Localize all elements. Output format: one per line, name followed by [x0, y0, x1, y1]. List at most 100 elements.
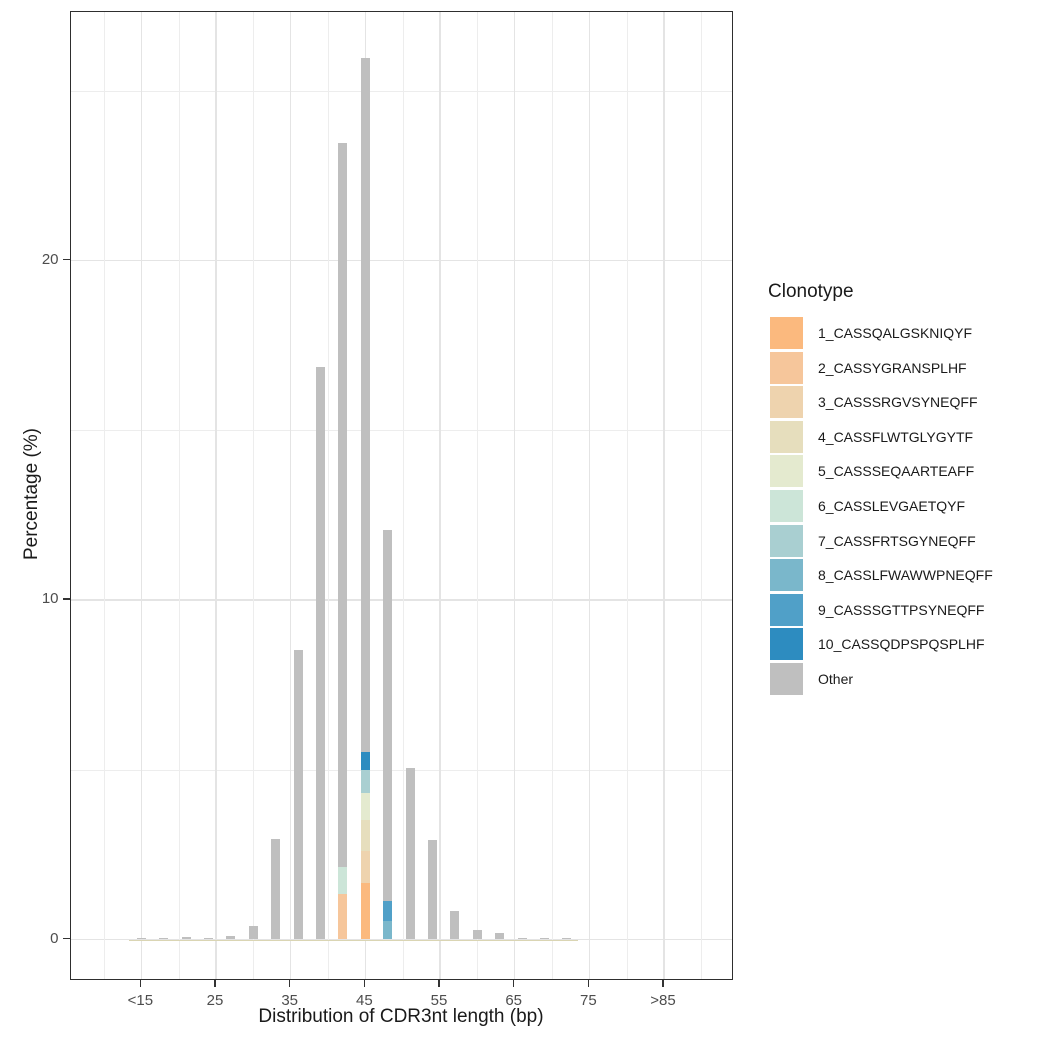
x-minor-gridline: [552, 12, 553, 979]
bar-60-Other: [472, 929, 482, 940]
bar-24-Other: [204, 938, 214, 940]
legend-item-label: 9_CASSSGTTPSYNEQFF: [818, 601, 985, 618]
bar-45-4_CASSFLWTGLYGYTF: [360, 819, 370, 851]
legend-swatch: [770, 663, 803, 695]
legend-item-label: Other: [818, 671, 854, 687]
y-major-gridline: [70, 259, 732, 262]
x-tick-mark: [512, 979, 515, 987]
legend-swatch: [770, 593, 803, 626]
bar-48-Other: [383, 530, 393, 901]
x-minor-gridline: [402, 12, 404, 979]
x-minor-gridline: [626, 12, 628, 979]
legend-item: 9_CASSSGTTPSYNEQFF: [768, 593, 1038, 626]
y-tick-mark: [62, 598, 70, 600]
x-minor-gridline: [701, 12, 703, 979]
x-minor-gridline: [477, 12, 479, 979]
legend-item-label: 5_CASSSEQAARTEAFF: [818, 463, 975, 480]
legend-item-label: 2_CASSYGRANSPLHF: [818, 359, 967, 376]
bar-48-9_CASSSGTTPSYNEQFF: [383, 900, 393, 922]
y-tick-mark: [62, 258, 70, 261]
bar-69-Other: [540, 938, 550, 940]
legend-item: 4_CASSFLWTGLYGYTF: [768, 420, 1038, 453]
bar-48-8_CASSLFWAWWPNEQFF: [383, 921, 393, 940]
x-tick-mark: [662, 979, 664, 987]
legend-item: 3_CASSSRGVSYNEQFF: [768, 386, 1038, 419]
bar-42-2_CASSYGRANSPLHF: [338, 893, 348, 940]
y-major-gridline: [70, 938, 732, 941]
legend-item: 8_CASSLFWAWWPNEQFF: [768, 559, 1038, 592]
x-tick-label: <15: [127, 991, 154, 1009]
legend-item-label: 6_CASSLEVGAETQYF: [818, 498, 966, 514]
y-tick-label: 0: [50, 929, 59, 947]
x-tick-label: 45: [355, 991, 373, 1009]
x-minor-gridline: [178, 12, 180, 979]
x-tick-label: 25: [206, 991, 224, 1009]
x-major-gridline: [439, 12, 441, 979]
legend-title: Clonotype: [768, 281, 854, 302]
legend-swatch: [770, 559, 803, 592]
bar-33-Other: [271, 838, 281, 940]
x-tick-label: 35: [281, 991, 298, 1009]
bar-45-10_CASSQDPSPQSPLHF: [360, 752, 370, 770]
bar-54-Other: [428, 840, 438, 940]
bar-42-6_CASSLEVGAETQYF: [338, 866, 348, 894]
bar-15-Other: [136, 938, 146, 940]
legend-swatch: [770, 351, 803, 384]
bar-39-Other: [316, 367, 326, 940]
x-major-gridline: [513, 12, 516, 979]
x-tick-label: 65: [505, 991, 522, 1009]
bar-30-Other: [248, 925, 258, 940]
y-tick-label: 10: [41, 590, 59, 607]
x-tick-mark: [587, 979, 590, 987]
y-minor-gridline: [70, 769, 732, 771]
legend-swatch: [770, 420, 803, 453]
plot-panel: [69, 11, 733, 980]
x-tick-label: 55: [430, 991, 448, 1009]
legend-swatch: [770, 524, 803, 557]
x-tick-label: 75: [579, 991, 597, 1009]
legend-item-label: 3_CASSSRGVSYNEQFF: [818, 394, 978, 411]
legend-item: 1_CASSQALGSKNIQYF: [768, 317, 1038, 349]
legend-swatch: [770, 386, 803, 419]
y-tick-label: 20: [41, 250, 59, 268]
x-tick-mark: [288, 979, 291, 987]
bar-45-7_CASSFRTSGYNEQFF: [360, 769, 370, 793]
legend-item-label: 10_CASSQDPSPQSPLHF: [818, 636, 985, 653]
x-tick-mark: [214, 979, 216, 987]
legend-swatch: [770, 455, 803, 488]
bar-45-3_CASSSRGVSYNEQFF: [360, 850, 370, 883]
near-zero-bars-strip: [129, 939, 579, 942]
x-major-gridline: [588, 12, 591, 979]
legend-rows: 1_CASSQALGSKNIQYF 2_CASSYGRANSPLHF 3_CASSS…: [768, 317, 1038, 698]
bar-18-Other: [159, 938, 169, 940]
x-tick-mark: [363, 979, 366, 987]
bar-63-Other: [495, 933, 505, 940]
x-major-gridline: [663, 12, 665, 979]
bar-45-Other: [360, 57, 370, 753]
bar-66-Other: [517, 937, 527, 940]
legend-item-label: 8_CASSLFWAWWPNEQFF: [818, 567, 993, 584]
x-major-gridline: [140, 12, 143, 979]
bar-21-Other: [181, 937, 191, 940]
legend-item: 5_CASSSEQAARTEAFF: [768, 455, 1038, 488]
bar-45-5_CASSSEQAARTEAFF: [360, 792, 370, 820]
legend-item: 6_CASSLEVGAETQYF: [768, 490, 1038, 522]
y-minor-gridline: [70, 430, 732, 432]
x-major-gridline: [215, 12, 217, 979]
legend-item: Other: [768, 663, 1038, 695]
x-tick-mark: [139, 979, 142, 987]
x-tick-label: >85: [650, 991, 676, 1009]
y-axis-title: Percentage (%): [21, 428, 42, 561]
legend-swatch: [770, 490, 803, 522]
x-minor-gridline: [253, 12, 255, 979]
x-minor-gridline: [103, 12, 105, 979]
bar-36-Other: [293, 650, 303, 940]
y-minor-gridline: [70, 90, 732, 92]
legend-swatch: [770, 628, 803, 661]
y-tick-mark: [62, 937, 70, 940]
legend-item: 7_CASSFRTSGYNEQFF: [768, 524, 1038, 557]
x-tick-mark: [438, 979, 440, 987]
y-major-gridline: [70, 599, 732, 601]
legend: Clonotype 1_CASSQALGSKNIQYF 2_CASSYGRANSP…: [768, 281, 1038, 698]
